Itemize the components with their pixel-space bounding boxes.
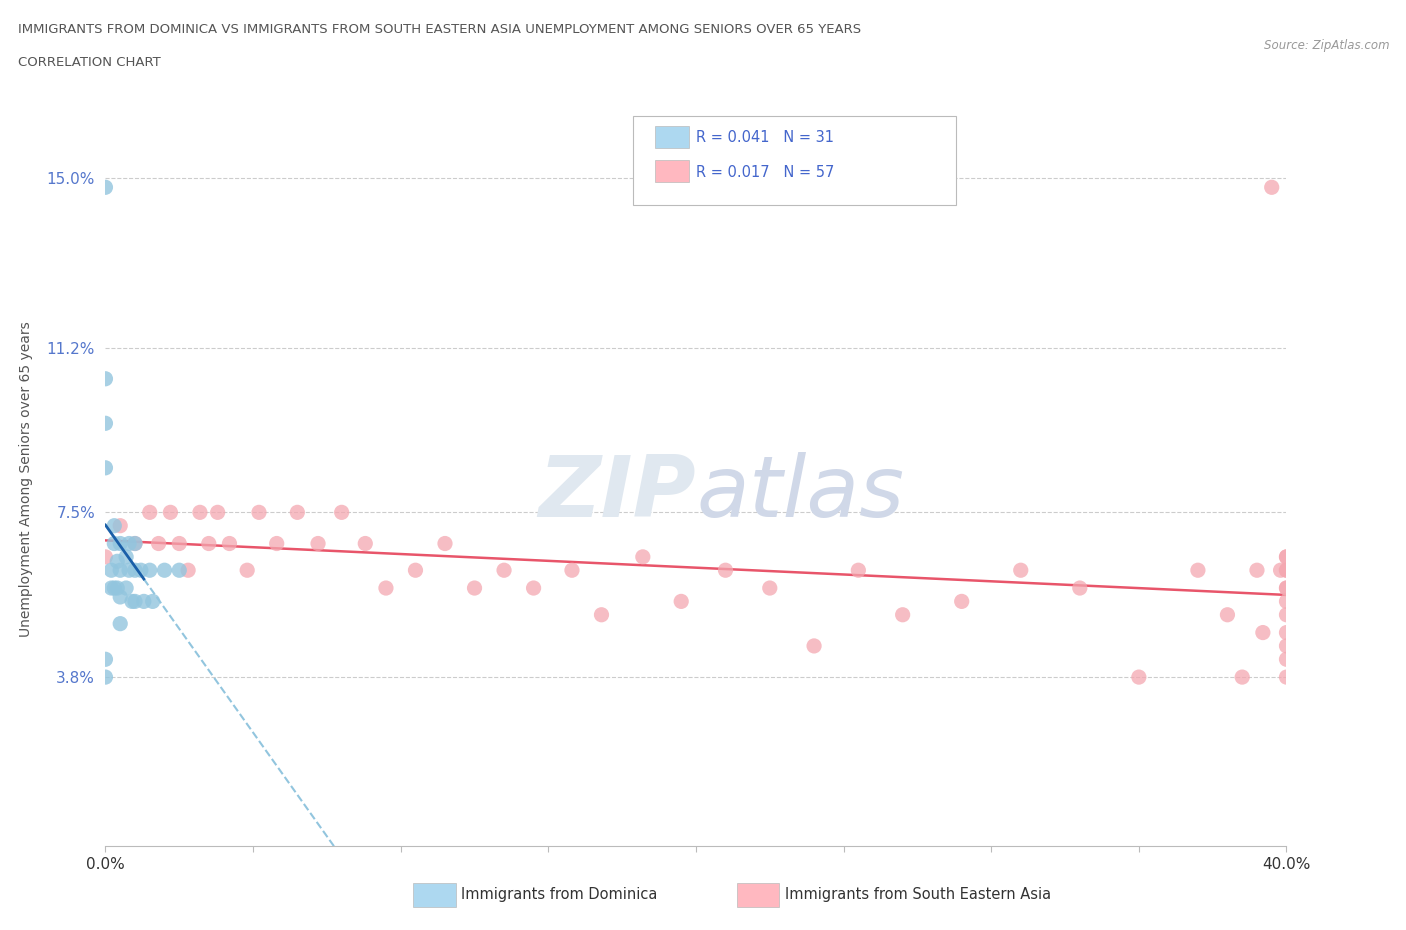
Point xyxy=(148,536,170,551)
Point xyxy=(1275,625,1298,640)
Point xyxy=(1275,550,1298,565)
Point xyxy=(522,580,544,595)
Point xyxy=(197,536,219,551)
Point xyxy=(671,594,693,609)
Point xyxy=(103,536,125,551)
Point xyxy=(100,580,122,595)
Point xyxy=(94,550,117,565)
Point xyxy=(118,563,141,578)
Point xyxy=(94,371,117,386)
Point xyxy=(247,505,270,520)
Point xyxy=(188,505,211,520)
Point xyxy=(404,563,426,578)
Text: CORRELATION CHART: CORRELATION CHART xyxy=(18,56,162,69)
Point xyxy=(591,607,613,622)
Point xyxy=(121,594,143,609)
Point xyxy=(266,536,288,551)
Point xyxy=(124,594,146,609)
Point xyxy=(110,563,132,578)
Point xyxy=(110,617,132,631)
Point xyxy=(94,652,117,667)
Text: Source: ZipAtlas.com: Source: ZipAtlas.com xyxy=(1264,39,1389,52)
Point xyxy=(1275,580,1298,595)
Point xyxy=(218,536,240,551)
Point xyxy=(803,639,825,654)
Text: Immigrants from South Eastern Asia: Immigrants from South Eastern Asia xyxy=(785,887,1050,902)
Point xyxy=(287,505,309,520)
Point xyxy=(846,563,869,578)
Point xyxy=(1069,580,1091,595)
Point xyxy=(1260,179,1282,194)
Point xyxy=(115,550,138,565)
Text: R = 0.041   N = 31: R = 0.041 N = 31 xyxy=(696,130,834,145)
Point xyxy=(1251,625,1274,640)
Point xyxy=(207,505,229,520)
Point xyxy=(1275,580,1298,595)
Point xyxy=(138,563,160,578)
Y-axis label: Unemployment Among Seniors over 65 years: Unemployment Among Seniors over 65 years xyxy=(18,321,32,637)
Point xyxy=(94,670,117,684)
Point xyxy=(1275,550,1298,565)
Point xyxy=(138,505,160,520)
Point xyxy=(330,505,353,520)
Point xyxy=(94,416,117,431)
Point xyxy=(110,536,132,551)
Point xyxy=(103,518,125,533)
Point xyxy=(1275,670,1298,684)
Point xyxy=(124,536,146,551)
Point xyxy=(169,563,191,578)
Point xyxy=(1275,652,1298,667)
Point xyxy=(950,594,973,609)
Point xyxy=(115,580,138,595)
Point xyxy=(129,563,152,578)
Point xyxy=(236,563,259,578)
Point xyxy=(759,580,782,595)
Text: Immigrants from Dominica: Immigrants from Dominica xyxy=(461,887,658,902)
Point xyxy=(142,594,165,609)
Point xyxy=(1128,670,1150,684)
Point xyxy=(110,518,132,533)
Point xyxy=(105,580,128,595)
Point xyxy=(714,563,737,578)
Point xyxy=(1275,639,1298,654)
Point xyxy=(94,460,117,475)
Point xyxy=(354,536,377,551)
Text: IMMIGRANTS FROM DOMINICA VS IMMIGRANTS FROM SOUTH EASTERN ASIA UNEMPLOYMENT AMON: IMMIGRANTS FROM DOMINICA VS IMMIGRANTS F… xyxy=(18,23,862,36)
Point xyxy=(1010,563,1032,578)
Point xyxy=(1275,563,1298,578)
Point xyxy=(492,563,515,578)
Point xyxy=(631,550,654,565)
Point xyxy=(374,580,396,595)
Point xyxy=(153,563,176,578)
Point xyxy=(307,536,329,551)
Point xyxy=(1230,670,1253,684)
Point xyxy=(463,580,486,595)
Point xyxy=(1275,607,1298,622)
Text: atlas: atlas xyxy=(696,452,904,535)
Point xyxy=(561,563,583,578)
Point xyxy=(94,179,117,194)
Point xyxy=(110,590,132,604)
Point xyxy=(159,505,181,520)
Point xyxy=(103,580,125,595)
Point xyxy=(1270,563,1292,578)
Point xyxy=(177,563,200,578)
Point xyxy=(124,536,146,551)
Point xyxy=(105,554,128,569)
Point xyxy=(118,536,141,551)
Point xyxy=(891,607,914,622)
Point xyxy=(1216,607,1239,622)
Point xyxy=(1246,563,1268,578)
Point xyxy=(1275,594,1298,609)
Text: ZIP: ZIP xyxy=(538,452,696,535)
Point xyxy=(124,563,146,578)
Point xyxy=(1187,563,1209,578)
Point xyxy=(132,594,155,609)
Text: R = 0.017   N = 57: R = 0.017 N = 57 xyxy=(696,165,834,179)
Point xyxy=(1275,563,1298,578)
Point xyxy=(169,536,191,551)
Point xyxy=(433,536,456,551)
Point xyxy=(100,563,122,578)
